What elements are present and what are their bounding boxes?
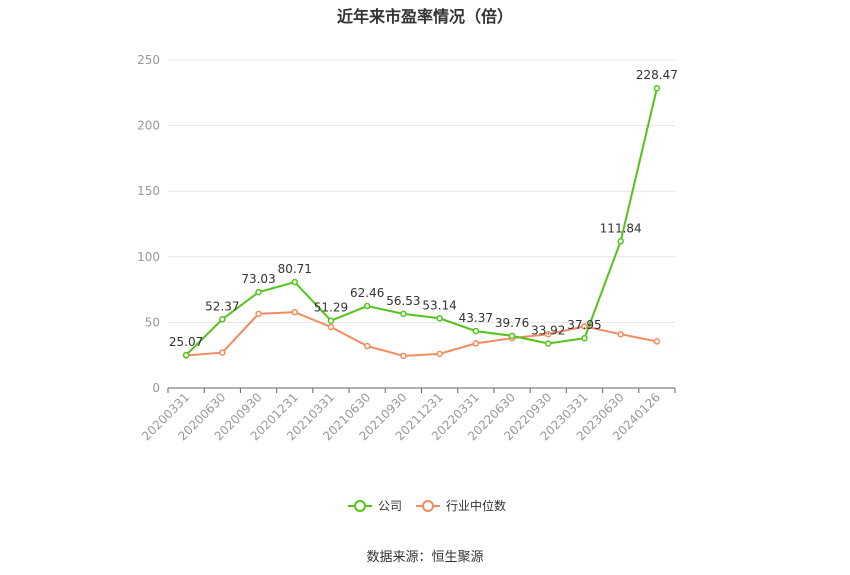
data-point <box>182 351 190 359</box>
data-point <box>400 352 407 360</box>
data-label: 52.37 <box>205 299 239 313</box>
data-point <box>327 317 335 324</box>
data-label: 56.53 <box>386 294 420 308</box>
data-point <box>545 340 552 347</box>
data-point <box>255 288 262 296</box>
data-point <box>617 330 624 338</box>
data-point <box>400 310 407 318</box>
data-label: 39.76 <box>495 316 529 330</box>
y-tick-label: 0 <box>152 381 160 395</box>
data-label: 51.29 <box>314 301 348 315</box>
data-point <box>291 308 298 316</box>
legend-marker <box>422 500 434 512</box>
data-point <box>653 338 661 345</box>
data-point <box>653 84 661 92</box>
data-label: 111.84 <box>600 221 642 235</box>
data-point <box>581 323 588 330</box>
legend-label: 公司 <box>378 499 402 513</box>
data-label: 62.46 <box>350 286 384 300</box>
data-source: 数据来源：恒生聚源 <box>366 550 484 565</box>
chart-title: 近年来市盈率情况（倍） <box>336 7 513 26</box>
data-point <box>219 349 226 356</box>
y-tick-label: 100 <box>137 250 160 264</box>
data-label: 228.47 <box>636 68 678 82</box>
y-tick-label: 50 <box>145 315 160 329</box>
data-point <box>472 327 480 335</box>
data-point <box>508 332 516 340</box>
data-label: 53.14 <box>422 298 456 312</box>
data-point <box>545 330 552 338</box>
data-point <box>581 334 588 342</box>
data-point <box>436 315 443 322</box>
data-point <box>219 316 226 323</box>
y-tick-label: 250 <box>137 53 160 67</box>
data-label: 43.37 <box>459 311 493 325</box>
legend-label: 行业中位数 <box>446 498 506 513</box>
data-label: 73.03 <box>241 272 275 286</box>
data-label: 37.95 <box>567 318 601 332</box>
series-line <box>186 311 658 357</box>
data-point <box>255 310 262 318</box>
data-label: 80.71 <box>278 262 312 276</box>
data-label: 33.92 <box>531 323 565 337</box>
data-point <box>436 350 443 358</box>
legend-marker <box>354 500 366 512</box>
data-point <box>327 323 335 331</box>
data-point <box>617 238 624 245</box>
series-line <box>185 88 658 356</box>
data-point <box>363 302 371 310</box>
y-tick-label: 150 <box>137 184 160 198</box>
data-point <box>472 340 480 347</box>
data-point <box>291 278 298 286</box>
y-tick-label: 200 <box>137 119 160 133</box>
data-point <box>363 342 371 350</box>
data-label: 25.07 <box>169 335 203 349</box>
